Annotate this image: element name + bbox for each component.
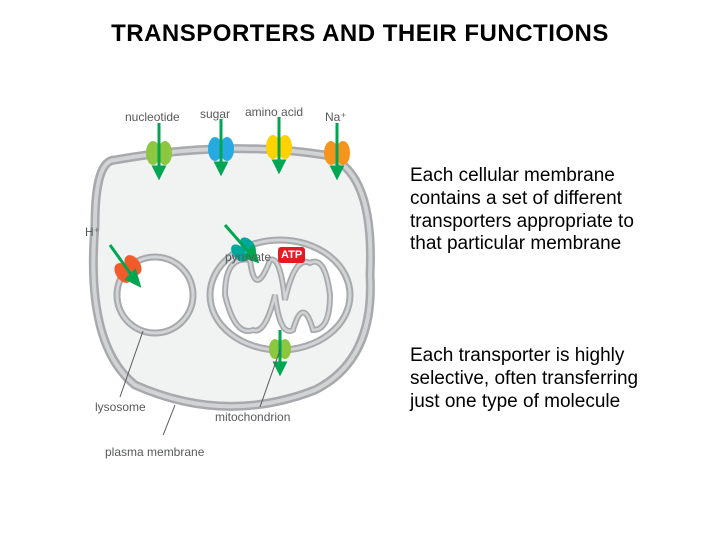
- page-title: TRANSPORTERS AND THEIR FUNCTIONS: [0, 20, 720, 48]
- label-h-plus: H⁺: [85, 225, 100, 239]
- label-plasma-membrane: plasma membrane: [105, 445, 204, 459]
- label-na-plus: Na⁺: [325, 110, 347, 124]
- paragraph-2: Each transporter is highly selective, of…: [410, 345, 670, 413]
- atp-badge: ATP: [278, 247, 305, 263]
- label-nucleotide: nucleotide: [125, 110, 180, 124]
- label-lysosome: lysosome: [95, 400, 146, 414]
- label-mitochondrion: mitochondrion: [215, 410, 290, 424]
- label-amino-acid: amino acid: [245, 105, 303, 119]
- cell-diagram: [75, 105, 385, 435]
- paragraph-1: Each cellular membrane contains a set of…: [410, 165, 670, 256]
- label-pyruvate: pyruvate: [225, 250, 271, 264]
- label-sugar: sugar: [200, 107, 230, 121]
